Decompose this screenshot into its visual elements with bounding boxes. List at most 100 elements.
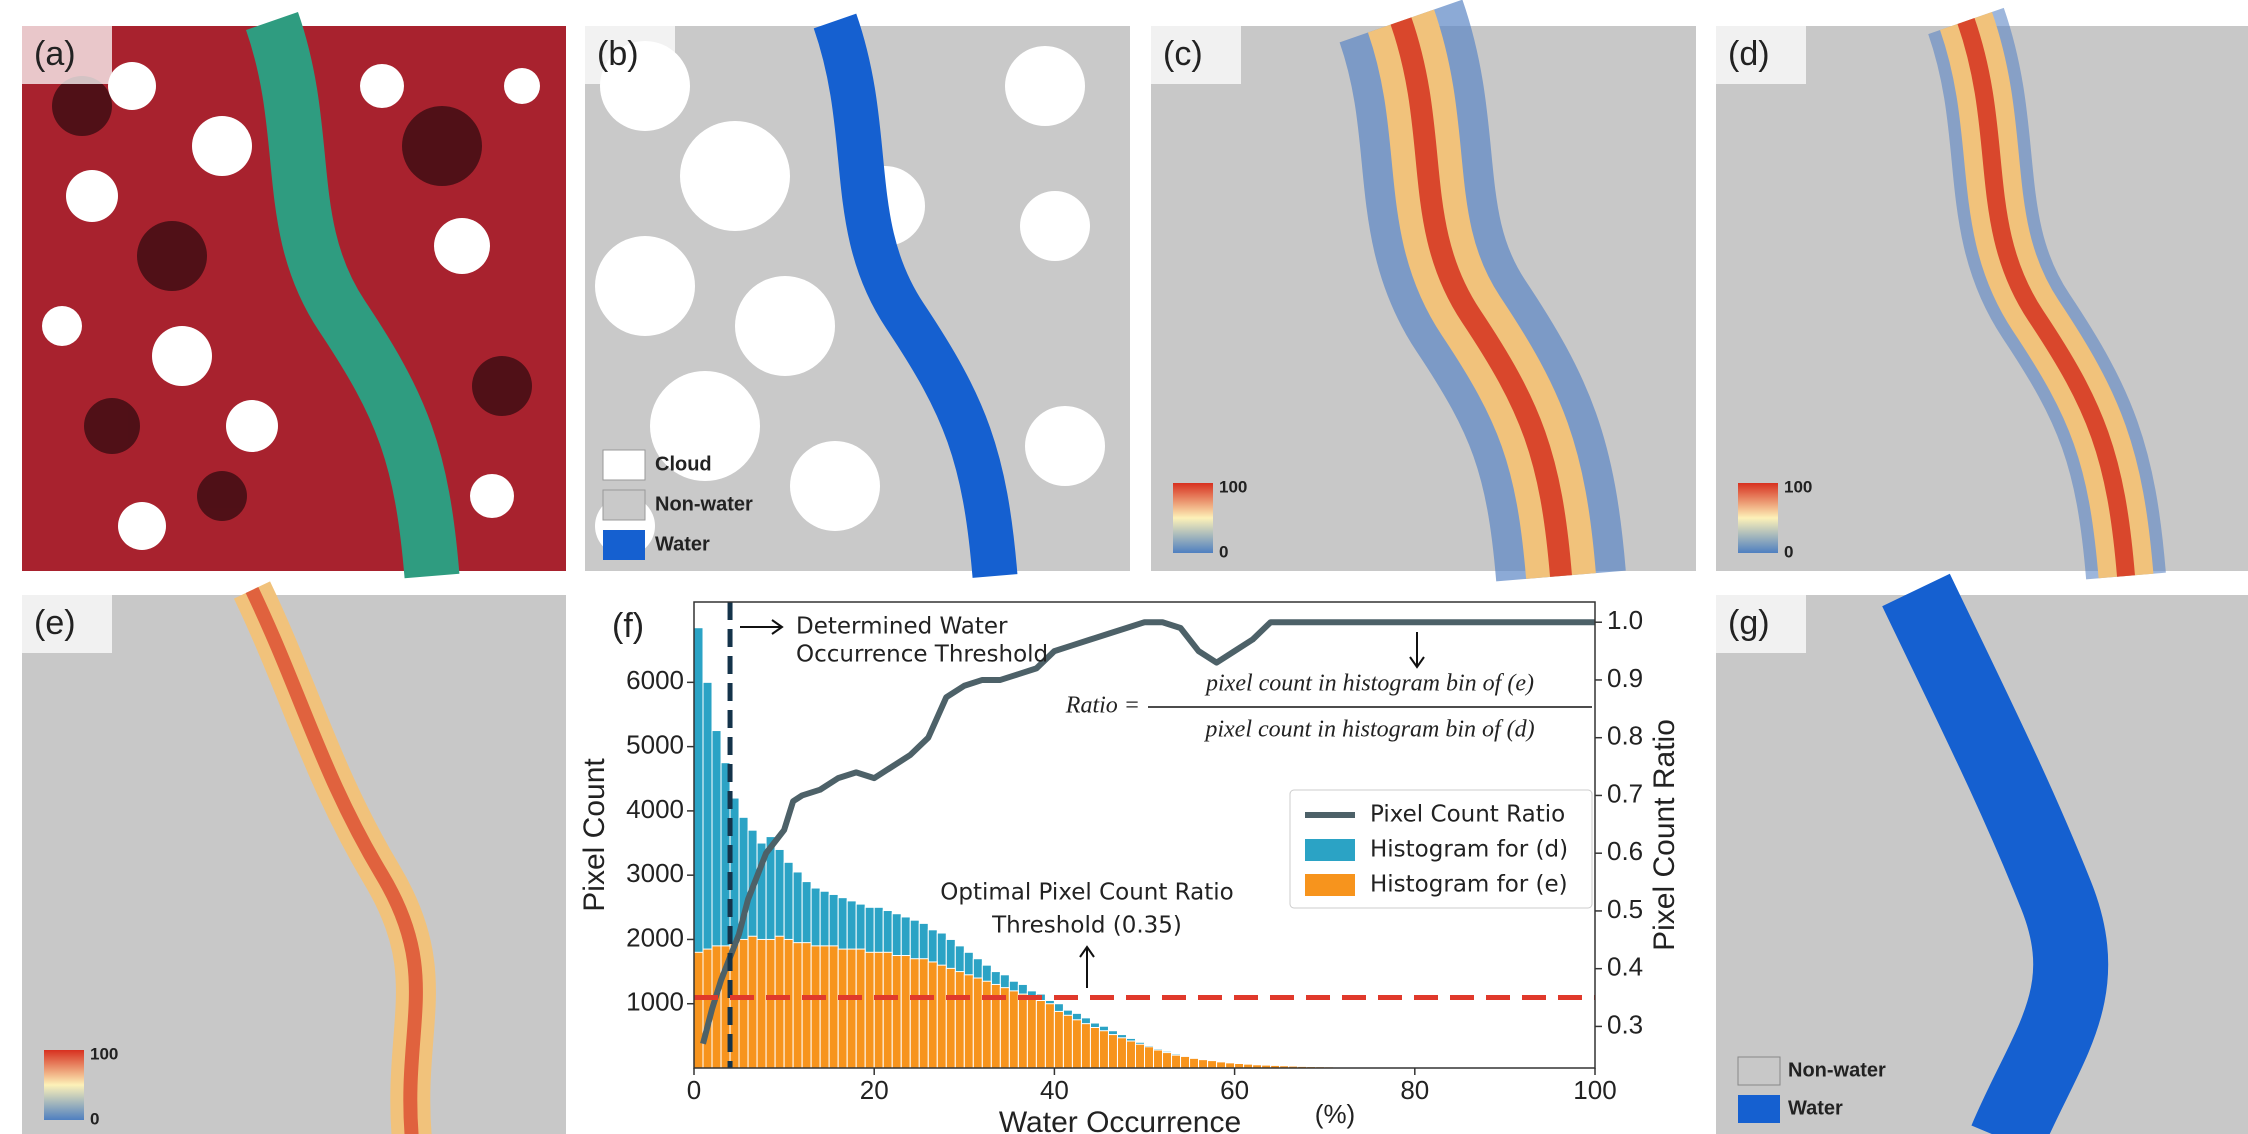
panel-c: (c) 100 0 <box>1151 21 1696 576</box>
colorbar-label: 0 <box>1784 542 1793 561</box>
bar <box>1089 1027 1100 1069</box>
bar <box>1062 1014 1073 1069</box>
y2-tick-label: 0.5 <box>1607 894 1643 924</box>
panel-label: (c) <box>1163 35 1203 73</box>
y-tick-label: 2000 <box>626 922 684 952</box>
bar <box>1134 1043 1145 1069</box>
bar <box>792 942 803 1069</box>
y2-tick-label: 0.7 <box>1607 778 1643 808</box>
panel-b: (b) Cloud Non-water Water <box>585 21 1130 576</box>
bar <box>1080 1023 1091 1069</box>
bar <box>1098 1030 1109 1069</box>
bar <box>945 967 956 1069</box>
bar <box>1207 1060 1218 1069</box>
bar <box>837 948 848 1069</box>
y2-tick-label: 0.3 <box>1607 1009 1643 1039</box>
legend-label: Cloud <box>655 453 712 475</box>
legend-label: Non-water <box>655 493 753 515</box>
legend-swatch <box>1305 839 1355 861</box>
bar <box>882 951 893 1069</box>
bar <box>1026 996 1037 1069</box>
bar <box>909 958 920 1069</box>
legend-label: Pixel Count Ratio <box>1370 802 1565 828</box>
arrow <box>1079 945 1095 988</box>
bar <box>747 935 758 1069</box>
legend-swatch <box>1305 874 1355 896</box>
colorbar-label: 100 <box>1784 477 1812 496</box>
bar <box>1044 1003 1055 1069</box>
bar <box>1035 1000 1046 1069</box>
bar <box>1180 1055 1191 1069</box>
bar <box>1171 1054 1182 1069</box>
panel-a: (a) <box>22 21 566 576</box>
bar <box>1153 1049 1164 1069</box>
bar <box>774 935 785 1069</box>
colorbar-label: 0 <box>90 1109 99 1128</box>
bar <box>1189 1057 1200 1069</box>
arrow <box>1409 632 1425 669</box>
bar <box>936 964 947 1069</box>
annotation: Threshold (0.35) <box>991 913 1182 939</box>
panel-label: (f) <box>612 607 644 645</box>
bar <box>1053 1010 1064 1069</box>
panel-f: (f) 0 20 40 60 80 100 1000 2000 3000 4000 5000 6000… <box>578 601 1681 1134</box>
arrow <box>740 619 784 635</box>
bar <box>927 961 938 1069</box>
bar <box>1216 1061 1227 1069</box>
legend-swatch <box>1737 1056 1781 1086</box>
x-axis-unit: (%) <box>1315 1099 1355 1129</box>
y-tick-label: 3000 <box>626 858 684 888</box>
panel-e: (e) 100 0 <box>22 581 566 1134</box>
colorbar-label: 0 <box>1219 542 1228 561</box>
bar <box>1198 1059 1209 1069</box>
bar <box>900 955 911 1069</box>
bar <box>1017 993 1028 1069</box>
panel-d: (d) 100 0 <box>1716 21 2248 576</box>
legend-swatch <box>602 489 646 521</box>
annotation: Occurrence Threshold <box>796 642 1048 668</box>
x-tick-label: 100 <box>1573 1075 1616 1105</box>
bar <box>819 945 830 1069</box>
bar <box>1225 1062 1236 1069</box>
x-tick-label: 60 <box>1220 1075 1249 1105</box>
y-tick-label: 4000 <box>626 794 684 824</box>
bar <box>954 971 965 1069</box>
bar <box>765 938 776 1069</box>
colorbar <box>44 1050 84 1120</box>
x-axis-label: Water Occurrence <box>999 1106 1241 1134</box>
bar <box>801 942 812 1069</box>
panel-label: (b) <box>597 35 639 73</box>
legend-label: Non-water <box>1788 1059 1886 1081</box>
y2-axis-label: Pixel Count Ratio <box>1648 719 1681 951</box>
colorbar-label: 100 <box>90 1044 118 1063</box>
y2-tick-label: 1.0 <box>1607 605 1643 635</box>
legend-label: Histogram for (e) <box>1370 872 1568 898</box>
annotation: pixel count in histogram bin of (d) <box>1203 717 1534 743</box>
bar <box>873 951 884 1069</box>
x-tick-label: 0 <box>687 1075 701 1105</box>
bar <box>1125 1040 1136 1069</box>
bar <box>1107 1034 1118 1069</box>
bar <box>693 951 704 1069</box>
y-tick-label: 5000 <box>626 729 684 759</box>
legend-label: Water <box>655 533 710 555</box>
bar <box>1162 1052 1173 1069</box>
annotation: Ratio = <box>1065 693 1140 719</box>
y-axis-label: Pixel Count <box>578 758 611 912</box>
annotation: pixel count in histogram bin of (e) <box>1204 671 1534 697</box>
bar <box>981 980 992 1069</box>
y-tick-label: 1000 <box>626 987 684 1017</box>
colorbar <box>1738 483 1778 553</box>
x-tick-label: 20 <box>860 1075 889 1105</box>
bar <box>810 945 821 1069</box>
bar <box>972 977 983 1069</box>
colorbar-label: 100 <box>1219 477 1247 496</box>
bar <box>1116 1037 1127 1069</box>
y2-tick-label: 0.8 <box>1607 721 1643 751</box>
bar <box>1144 1046 1155 1069</box>
panel-g: (g) Non-water Water <box>1716 573 2248 1134</box>
bar <box>783 938 794 1069</box>
bar <box>963 974 974 1069</box>
ratio-line <box>700 619 1595 1045</box>
